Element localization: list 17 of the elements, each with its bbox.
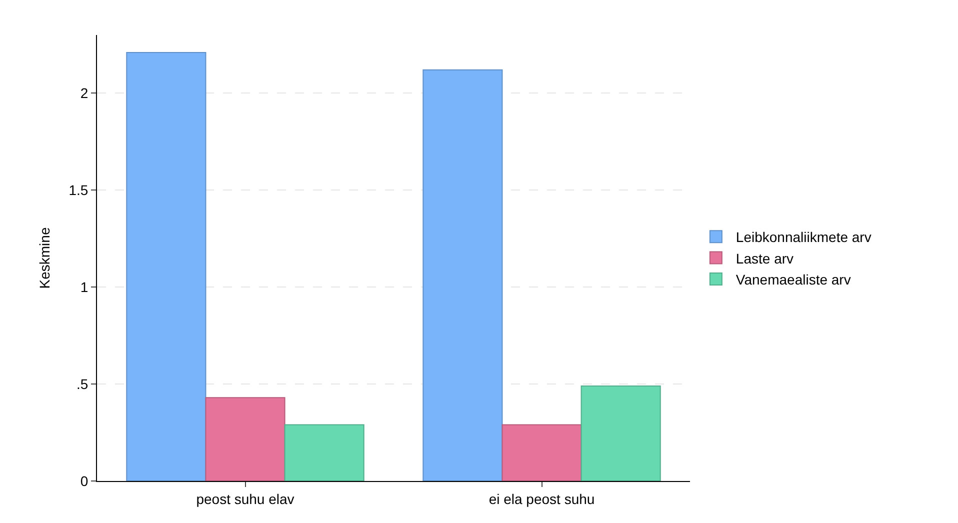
y-tick-label: .5 [76,376,88,392]
bar [205,397,286,481]
y-tick-label: 0 [80,472,88,489]
bar [284,424,364,481]
x-tick-label: peost suhu elav [196,490,294,507]
y-tick-label: 1.5 [68,182,88,198]
bar [422,69,503,481]
legend-label: Laste arv [736,250,794,266]
legend-label: Vanemaealiste arv [736,271,851,288]
legend-label: Leibkonnaliikmete arv [736,229,872,246]
x-tick-label: ei ela peost suhu [488,490,595,507]
y-axis-title: Keskmine [36,227,52,289]
bar [502,424,582,481]
y-tick-label: 1 [80,278,88,295]
y-tick-label: 2 [80,85,88,102]
bar [580,385,661,481]
bar [126,52,206,481]
